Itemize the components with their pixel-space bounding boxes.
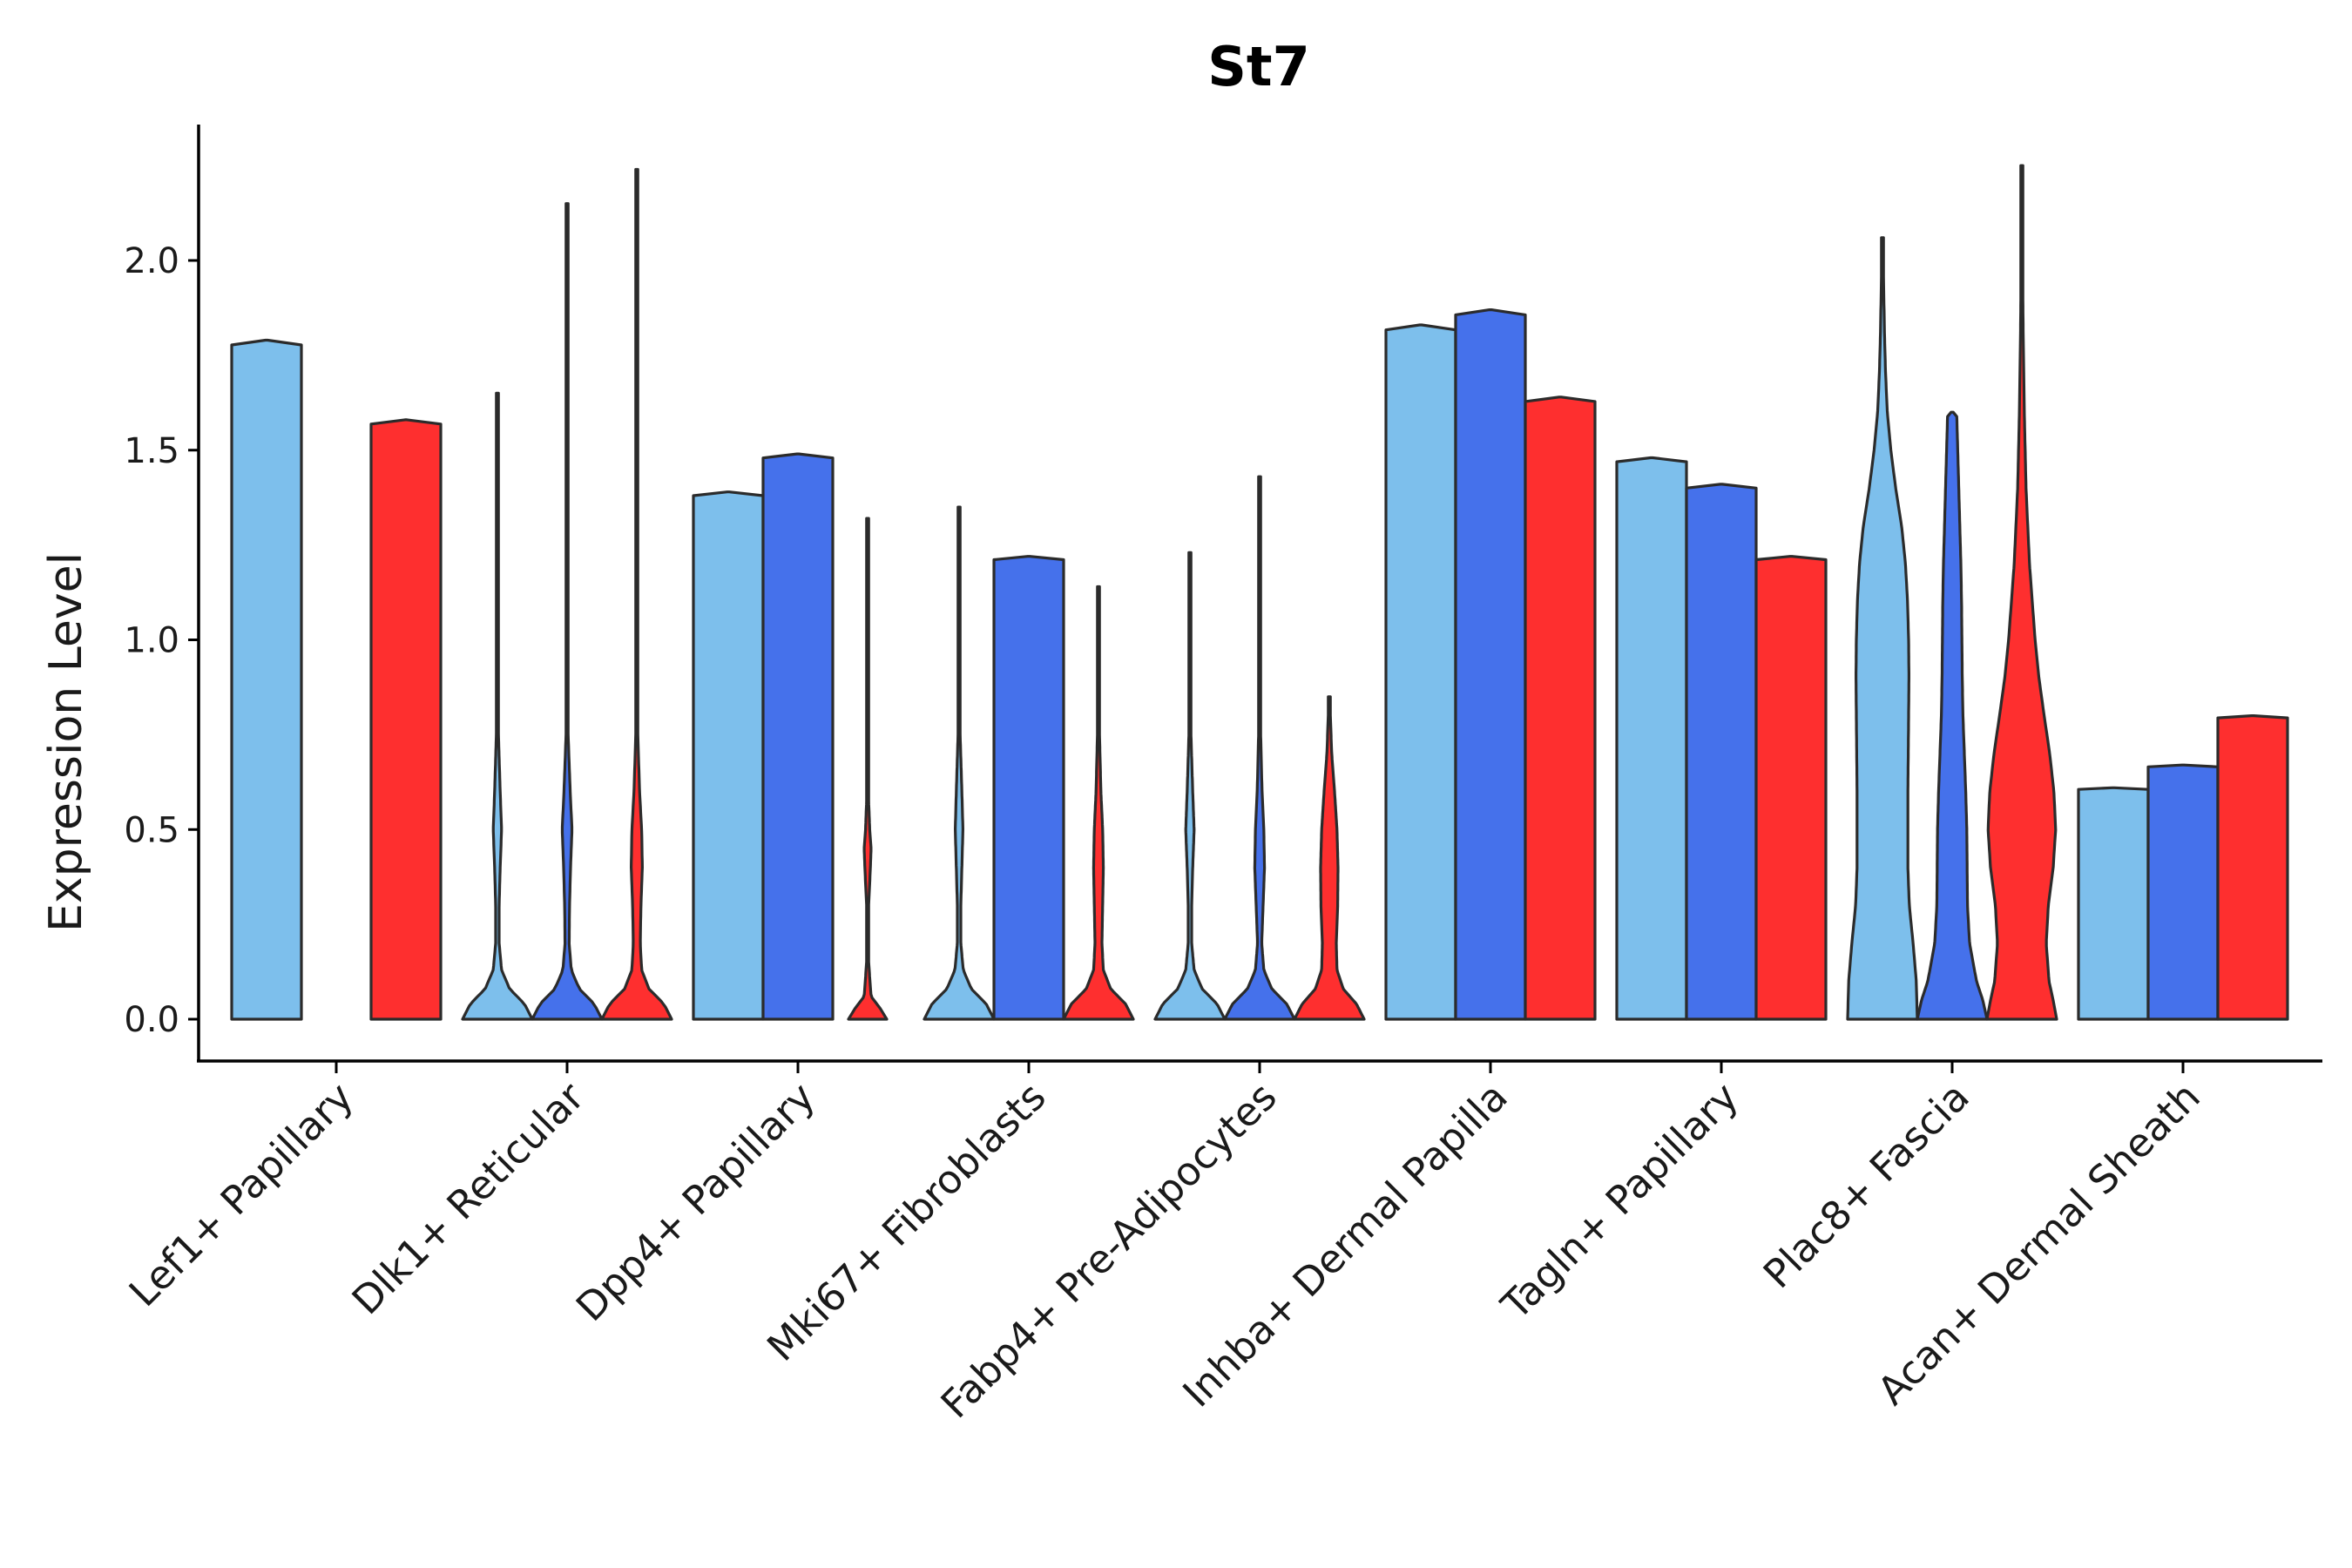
violin-3-tagln-papillary [1754, 555, 1828, 1021]
y-tick-label: 2.0 [124, 241, 179, 281]
violin-3-fabp4-pre-adipocytes [1293, 695, 1366, 1021]
x-tick-label: Dlk1+ Reticular [343, 1073, 593, 1323]
y-tick-label: 1.5 [124, 431, 179, 471]
violin-2-plac8-fascia [1916, 410, 1989, 1021]
violin-3-plac8-fascia [1985, 164, 2058, 1021]
violin-2-dpp4-papillary [761, 452, 835, 1021]
violin-2-mki67-fibroblasts [992, 555, 1065, 1021]
violin-3-dlk1-reticular [600, 167, 673, 1021]
x-tick-label: Lef1+ Papillary [120, 1073, 362, 1315]
violin-2-fabp4-pre-adipocytes [1223, 475, 1296, 1021]
y-tick-label: 0.5 [124, 810, 179, 850]
violin-3-mki67-fibroblasts [1062, 585, 1135, 1021]
x-tick-label: Dpp4+ Papillary [567, 1073, 824, 1330]
y-tick-label: 0.0 [124, 1000, 179, 1040]
y-axis-ticks: 0.0 0.5 1.0 1.5 2.0 [124, 241, 199, 1040]
violin-2-tagln-papillary [1685, 483, 1758, 1021]
violin-1-fabp4-pre-adipocytes [1153, 551, 1227, 1021]
violin-2-acan-dermal-sheath [2146, 763, 2220, 1021]
violin-1-plac8-fascia [1846, 236, 1919, 1021]
violin-1-lef1-papillary [230, 338, 303, 1021]
x-tick-label: Plac8+ Fascia [1754, 1073, 1978, 1297]
violin-3-lef1-papillary [369, 418, 443, 1021]
violin-1-acan-dermal-sheath [2077, 786, 2150, 1021]
violin-3-acan-dermal-sheath [2216, 714, 2289, 1021]
violin-layer [230, 164, 2289, 1021]
violin-2-inhba-dermal-papilla [1454, 308, 1527, 1021]
violin-1-mki67-fibroblasts [923, 505, 996, 1021]
violin-3-dpp4-papillary [847, 517, 889, 1021]
violin-1-inhba-dermal-papilla [1384, 323, 1457, 1021]
x-tick-label: Tagln+ Papillary [1492, 1073, 1747, 1328]
violin-1-dpp4-papillary [692, 490, 765, 1021]
y-tick-label: 1.0 [124, 621, 179, 661]
violin-1-dlk1-reticular [461, 391, 534, 1021]
y-axis-label: Expression Level [40, 552, 92, 932]
violin-1-tagln-papillary [1615, 456, 1688, 1021]
violin-2-dlk1-reticular [531, 202, 604, 1021]
chart-title: St7 [1207, 35, 1309, 98]
violin-3-inhba-dermal-papilla [1524, 395, 1597, 1021]
